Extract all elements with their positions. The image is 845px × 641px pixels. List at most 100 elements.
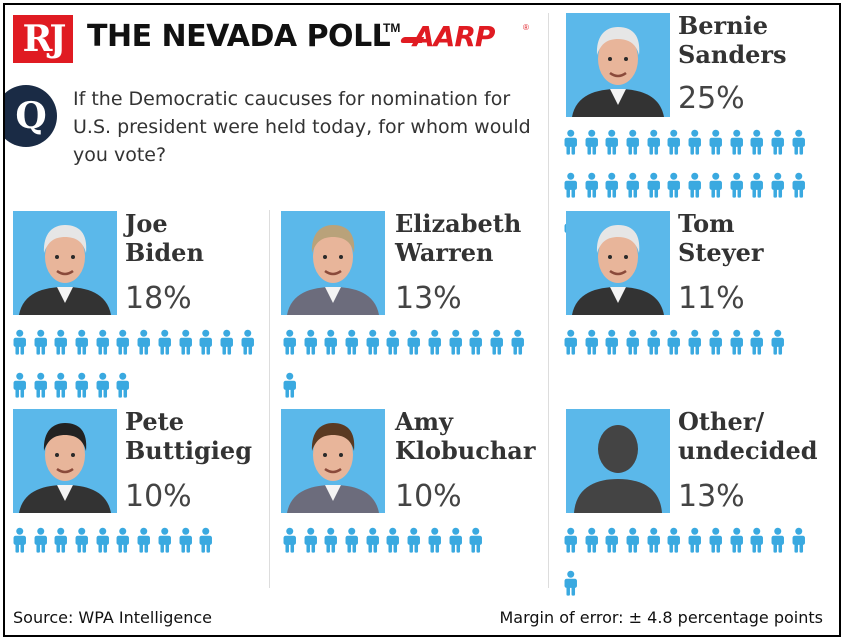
- portrait-pete-buttigieg: [13, 409, 117, 513]
- person-icon: [73, 527, 91, 558]
- person-icon: [728, 527, 746, 558]
- person-icon: [114, 372, 132, 403]
- person-icon: [509, 329, 527, 360]
- person-icon: [562, 129, 580, 160]
- person-icon: [686, 172, 704, 203]
- person-icon: [728, 172, 746, 203]
- aarp-logo: AARP: [413, 20, 495, 53]
- person-icon: [583, 172, 601, 203]
- person-icon: [769, 527, 787, 558]
- person-icon: [603, 172, 621, 203]
- person-icon: [624, 172, 642, 203]
- person-icon: [447, 527, 465, 558]
- person-icon: [94, 329, 112, 360]
- person-icon: [645, 129, 663, 160]
- person-icon: [11, 372, 29, 403]
- aarp-registered-mark: ®: [523, 23, 529, 32]
- candidate-percent-other-undecided: 13%: [678, 479, 745, 514]
- person-icon: [114, 527, 132, 558]
- candidate-name-pete-buttigieg: Pete Buttigieg: [125, 407, 252, 465]
- candidate-percent-joe-biden: 18%: [125, 281, 192, 316]
- question-text: If the Democratic caucuses for nominatio…: [73, 88, 531, 166]
- person-icon: [322, 329, 340, 360]
- person-icon: [32, 527, 50, 558]
- person-icon: [343, 329, 361, 360]
- column-divider: [269, 210, 270, 588]
- person-icon: [426, 329, 444, 360]
- person-icon: [94, 527, 112, 558]
- person-icon: [197, 527, 215, 558]
- portrait-elizabeth-warren: [281, 211, 385, 315]
- pictogram-bernie-sanders: [562, 129, 826, 246]
- person-icon: [239, 329, 257, 360]
- person-icon: [707, 172, 725, 203]
- person-icon: [583, 129, 601, 160]
- person-icon: [177, 329, 195, 360]
- margin-of-error: Margin of error: ± 4.8 percentage points: [499, 608, 823, 627]
- person-icon: [583, 329, 601, 360]
- portrait-bernie-sanders: [566, 13, 670, 117]
- infographic: RJ THE NEVADA POLL TM AARP ® Q If the De…: [3, 3, 841, 637]
- person-icon: [405, 329, 423, 360]
- person-icon: [73, 372, 91, 403]
- person-icon: [322, 527, 340, 558]
- column-divider: [548, 13, 549, 588]
- person-icon: [52, 329, 70, 360]
- person-icon: [156, 329, 174, 360]
- person-icon: [686, 329, 704, 360]
- source-note: Source: WPA Intelligence: [13, 608, 212, 627]
- person-icon: [488, 329, 506, 360]
- person-icon: [707, 129, 725, 160]
- person-icon: [624, 527, 642, 558]
- person-icon: [790, 527, 808, 558]
- person-icon: [603, 329, 621, 360]
- person-icon: [645, 329, 663, 360]
- person-icon: [197, 329, 215, 360]
- candidate-percent-amy-klobuchar: 10%: [395, 479, 462, 514]
- person-icon: [707, 329, 725, 360]
- person-icon: [562, 329, 580, 360]
- person-icon: [665, 129, 683, 160]
- person-icon: [52, 527, 70, 558]
- person-icon: [790, 129, 808, 160]
- person-icon: [11, 329, 29, 360]
- person-icon: [748, 527, 766, 558]
- person-icon: [447, 329, 465, 360]
- person-icon: [384, 527, 402, 558]
- candidate-name-joe-biden: Joe Biden: [125, 209, 204, 267]
- person-icon: [32, 372, 50, 403]
- person-icon: [748, 129, 766, 160]
- candidate-name-elizabeth-warren: Elizabeth Warren: [395, 209, 522, 267]
- person-icon: [467, 527, 485, 558]
- person-icon: [73, 329, 91, 360]
- person-icon: [707, 527, 725, 558]
- person-icon: [790, 172, 808, 203]
- pictogram-pete-buttigieg: [11, 527, 261, 558]
- person-icon: [302, 527, 320, 558]
- person-icon: [384, 329, 402, 360]
- person-icon: [405, 527, 423, 558]
- candidate-percent-pete-buttigieg: 10%: [125, 479, 192, 514]
- person-icon: [302, 329, 320, 360]
- person-icon: [343, 527, 361, 558]
- portrait-tom-steyer: [566, 211, 670, 315]
- portrait-other-undecided: [566, 409, 670, 513]
- person-icon: [562, 527, 580, 558]
- person-icon: [32, 329, 50, 360]
- candidate-name-amy-klobuchar: Amy Klobuchar: [395, 407, 536, 465]
- person-icon: [728, 329, 746, 360]
- person-icon: [426, 527, 444, 558]
- person-icon: [665, 527, 683, 558]
- pictogram-joe-biden: [11, 329, 261, 403]
- person-icon: [645, 527, 663, 558]
- person-icon: [281, 329, 299, 360]
- trademark-mark: TM: [383, 21, 401, 35]
- person-icon: [218, 329, 236, 360]
- candidate-percent-elizabeth-warren: 13%: [395, 281, 462, 316]
- candidate-percent-tom-steyer: 11%: [678, 281, 745, 316]
- pictogram-tom-steyer: [562, 329, 826, 360]
- person-icon: [645, 172, 663, 203]
- person-icon: [94, 372, 112, 403]
- person-icon: [177, 527, 195, 558]
- pictogram-other-undecided: [562, 527, 826, 601]
